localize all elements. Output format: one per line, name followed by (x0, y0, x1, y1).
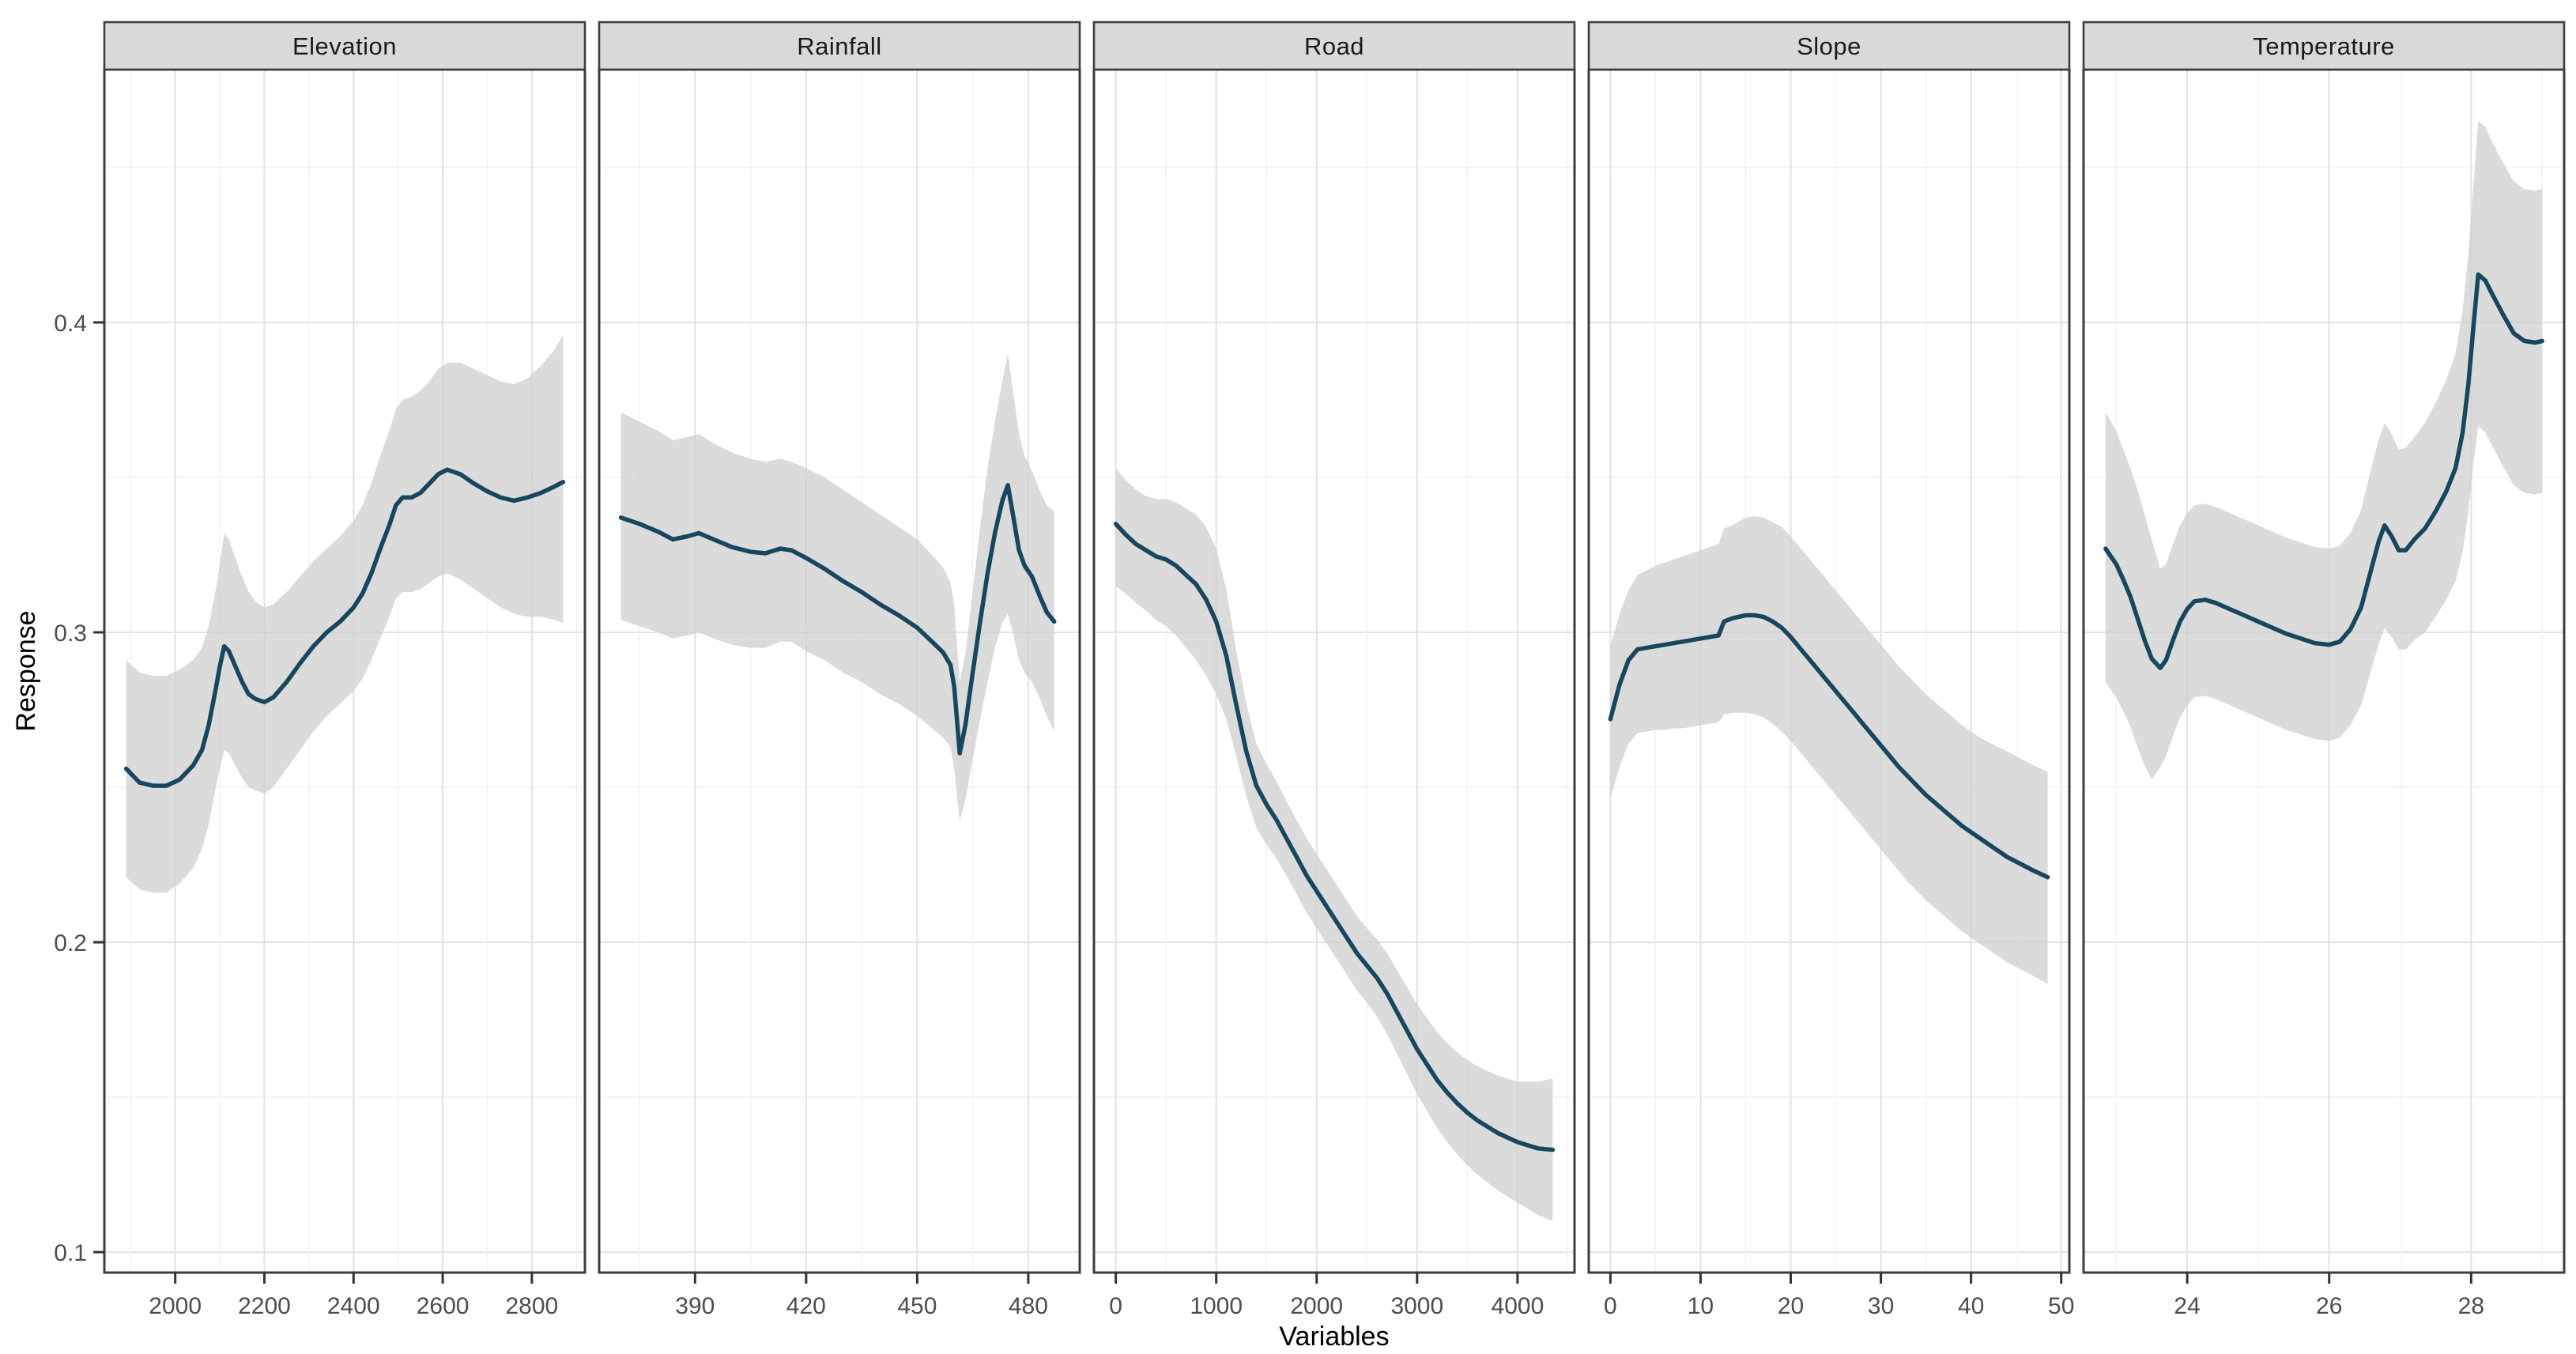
x-tick-label: 0 (1109, 1293, 1122, 1319)
facet-strip (2082, 21, 2566, 71)
x-tick-label: 28 (2458, 1293, 2484, 1319)
facet-strip-title: Temperature (2253, 32, 2395, 60)
x-tick-label: 2800 (506, 1293, 559, 1319)
y-tick-label: 0.3 (54, 620, 87, 647)
facet-strip-title: Elevation (292, 32, 397, 60)
x-tick-label: 480 (1009, 1293, 1048, 1319)
x-tick-label: 2600 (417, 1293, 470, 1319)
x-tick-label: 2200 (238, 1293, 291, 1319)
x-tick-label: 40 (1958, 1293, 1984, 1319)
x-tick-label: 0 (1604, 1293, 1617, 1319)
x-tick-label: 4000 (1492, 1293, 1544, 1319)
y-tick-label: 0.1 (54, 1240, 87, 1266)
x-tick-label: 450 (897, 1293, 937, 1319)
x-tick-label: 10 (1688, 1293, 1714, 1319)
response-curve (618, 483, 1057, 756)
x-tick-label: 30 (1868, 1293, 1894, 1319)
response-curve (1113, 522, 1556, 1152)
response-curve (1608, 613, 2050, 880)
facet-strip-title: Slope (1797, 32, 1861, 60)
y-tick-label: 0.2 (54, 930, 87, 956)
x-tick-label: 2000 (1290, 1293, 1343, 1319)
facet-strip (1587, 21, 2071, 71)
panel-background (599, 70, 1080, 1273)
facet-strip (103, 21, 586, 71)
x-tick-label: 1000 (1190, 1293, 1243, 1319)
facet-strip-title: Rainfall (797, 32, 881, 60)
facet-strip (1092, 21, 1576, 71)
confidence-ribbon (126, 334, 564, 893)
x-tick-label: 420 (786, 1293, 826, 1319)
x-tick-label: 2400 (327, 1293, 380, 1319)
x-tick-label: 3000 (1390, 1293, 1443, 1319)
x-axis-title: Variables (1279, 1322, 1389, 1352)
x-tick-label: 50 (2048, 1293, 2074, 1319)
confidence-ribbon (2105, 121, 2543, 780)
y-tick-label: 0.4 (54, 311, 87, 337)
facet-strip-title: Road (1304, 32, 1364, 60)
response-curve (2103, 272, 2544, 670)
facet-strip (598, 21, 1081, 71)
confidence-ribbon (620, 353, 1054, 822)
x-tick-label: 390 (675, 1293, 715, 1319)
x-tick-label: 20 (1778, 1293, 1804, 1319)
y-axis-title: Response (11, 610, 41, 731)
x-tick-label: 26 (2316, 1293, 2342, 1319)
x-tick-label: 24 (2174, 1293, 2200, 1319)
x-tick-label: 2000 (149, 1293, 202, 1319)
panel-background (1094, 70, 1575, 1273)
response-curve (123, 467, 566, 788)
